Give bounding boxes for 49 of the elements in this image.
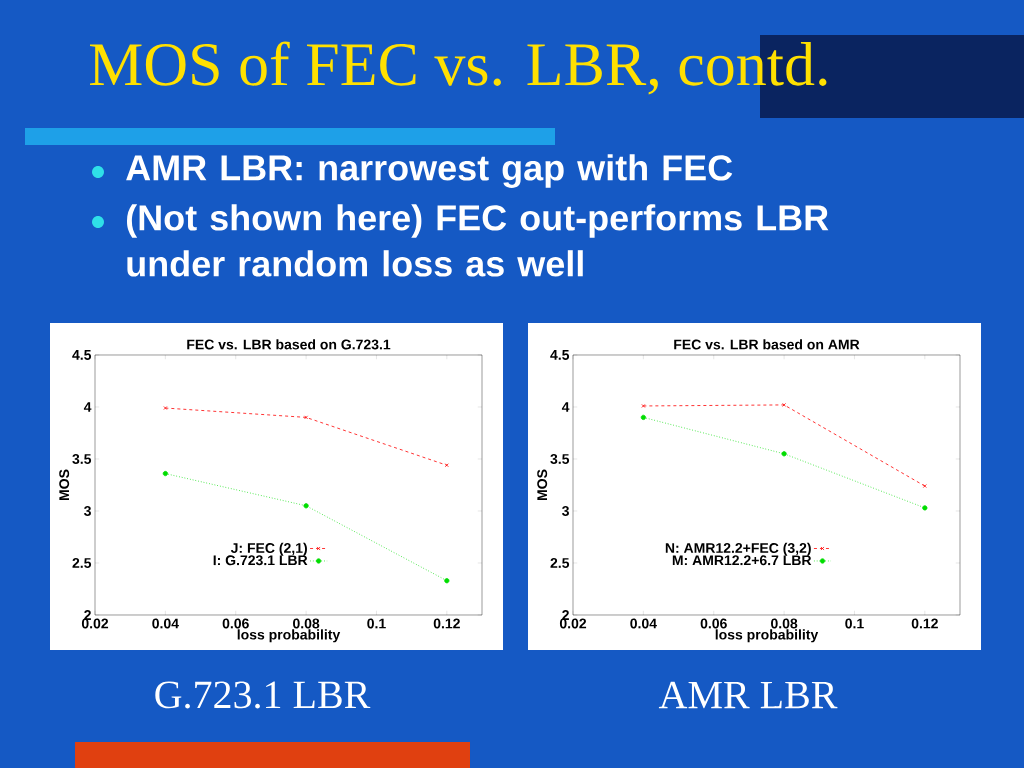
x-tick-label: 0.1	[845, 618, 864, 629]
y-tick-label: 3.5	[72, 454, 92, 464]
x-tick-label: 0.02	[559, 618, 587, 629]
point	[163, 406, 168, 410]
y-tick-label: 3	[562, 506, 569, 516]
text: AMR LBR	[658, 681, 838, 709]
text: AMR LBR: narrowest gap with FEC	[126, 154, 733, 188]
text: G.723.1 LBR	[155, 681, 371, 709]
y-tick-label: 4.5	[72, 350, 92, 360]
y-tick-label: 4	[561, 402, 570, 412]
text: MOS of FEC vs. LBR, contd.	[89, 41, 827, 95]
x-axis-title: loss probability	[715, 629, 819, 643]
x-tick-label: 0.06	[222, 618, 249, 629]
y-tick-label: 3.5	[550, 454, 570, 464]
point	[640, 414, 646, 420]
x-tick-label: 0.04	[152, 618, 179, 629]
legend-label: N: AMR12.2+FEC (3,2)	[665, 542, 811, 556]
x-tick-label: 0.08	[293, 618, 320, 629]
x-tick-label: 0.08	[771, 618, 798, 629]
point	[444, 463, 449, 468]
x-tick-label: 0.12	[433, 618, 460, 629]
x-axis-title: loss probability	[237, 629, 341, 643]
x-tick-label: 0.06	[700, 618, 727, 629]
text: (Not shown here) FEC out-performs LBR under random loss as well	[126, 204, 829, 277]
chart-title: FEC vs. LBR based on AMR	[674, 339, 860, 350]
point	[304, 415, 309, 420]
point	[782, 402, 787, 407]
x-tick-label: 0.12	[911, 618, 938, 629]
point	[922, 505, 928, 511]
y-axis-title: MOS	[59, 469, 70, 500]
point	[641, 404, 646, 408]
y-tick-label: 2.5	[72, 558, 92, 568]
legend-label: I: G.723.1 LBR	[213, 555, 308, 566]
y-tick-label: 4	[83, 402, 92, 412]
x-tick-label: 0.04	[630, 618, 657, 629]
chart-title: FEC vs. LBR based on G.723.1	[187, 339, 391, 350]
y-axis-title: MOS	[537, 469, 548, 500]
point	[922, 484, 927, 488]
y-tick-label: 4.5	[550, 350, 570, 360]
point	[444, 578, 450, 584]
point	[303, 503, 309, 509]
legend-label: J: FEC (2,1)	[230, 542, 307, 556]
y-tick-label: 3	[84, 506, 91, 516]
x-tick-label: 0.1	[367, 618, 386, 629]
point	[781, 451, 787, 457]
y-tick-label: 2.5	[550, 558, 570, 568]
point	[162, 470, 168, 477]
legend-label: M: AMR12.2+6.7 LBR	[672, 555, 812, 566]
x-tick-label: 0.02	[81, 618, 109, 629]
